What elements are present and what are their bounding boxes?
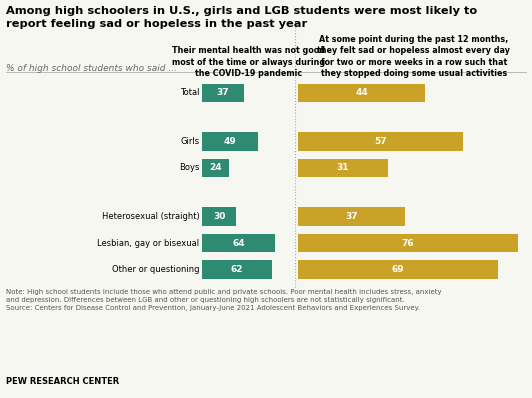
- Bar: [202, 207, 236, 226]
- Text: Boys: Boys: [179, 164, 200, 172]
- Text: 30: 30: [213, 212, 226, 221]
- Bar: [202, 260, 272, 279]
- Text: 37: 37: [217, 88, 229, 97]
- Text: Other or questioning: Other or questioning: [112, 265, 200, 274]
- Bar: [202, 234, 275, 252]
- Text: 44: 44: [355, 88, 368, 97]
- Bar: [202, 84, 244, 102]
- Bar: [298, 234, 518, 252]
- Text: Among high schoolers in U.S., girls and LGB students were most likely to
report : Among high schoolers in U.S., girls and …: [6, 6, 478, 29]
- Text: 64: 64: [232, 238, 245, 248]
- Text: 49: 49: [223, 137, 236, 146]
- Bar: [298, 260, 497, 279]
- Text: 37: 37: [345, 212, 358, 221]
- Bar: [298, 159, 388, 177]
- Bar: [202, 132, 257, 151]
- Text: 76: 76: [402, 238, 414, 248]
- Text: Lesbian, gay or bisexual: Lesbian, gay or bisexual: [97, 238, 200, 248]
- Bar: [202, 159, 229, 177]
- Text: Total: Total: [180, 88, 200, 97]
- Bar: [298, 132, 463, 151]
- Text: Heterosexual (straight): Heterosexual (straight): [102, 212, 200, 221]
- Text: Girls: Girls: [180, 137, 200, 146]
- Bar: [298, 207, 405, 226]
- Bar: [298, 84, 425, 102]
- Text: PEW RESEARCH CENTER: PEW RESEARCH CENTER: [6, 377, 120, 386]
- Text: 31: 31: [337, 164, 349, 172]
- Text: At some point during the past 12 months,
they felt sad or hopeless almost every : At some point during the past 12 months,…: [317, 35, 510, 78]
- Text: 62: 62: [231, 265, 244, 274]
- Text: 69: 69: [392, 265, 404, 274]
- Text: Note: High school students include those who attend public and private schools. : Note: High school students include those…: [6, 289, 442, 310]
- Text: 57: 57: [374, 137, 387, 146]
- Text: % of high school students who said ...: % of high school students who said ...: [6, 64, 177, 73]
- Text: 24: 24: [210, 164, 222, 172]
- Text: Their mental health was not good
most of the time or always during
the COVID-19 : Their mental health was not good most of…: [172, 47, 325, 78]
